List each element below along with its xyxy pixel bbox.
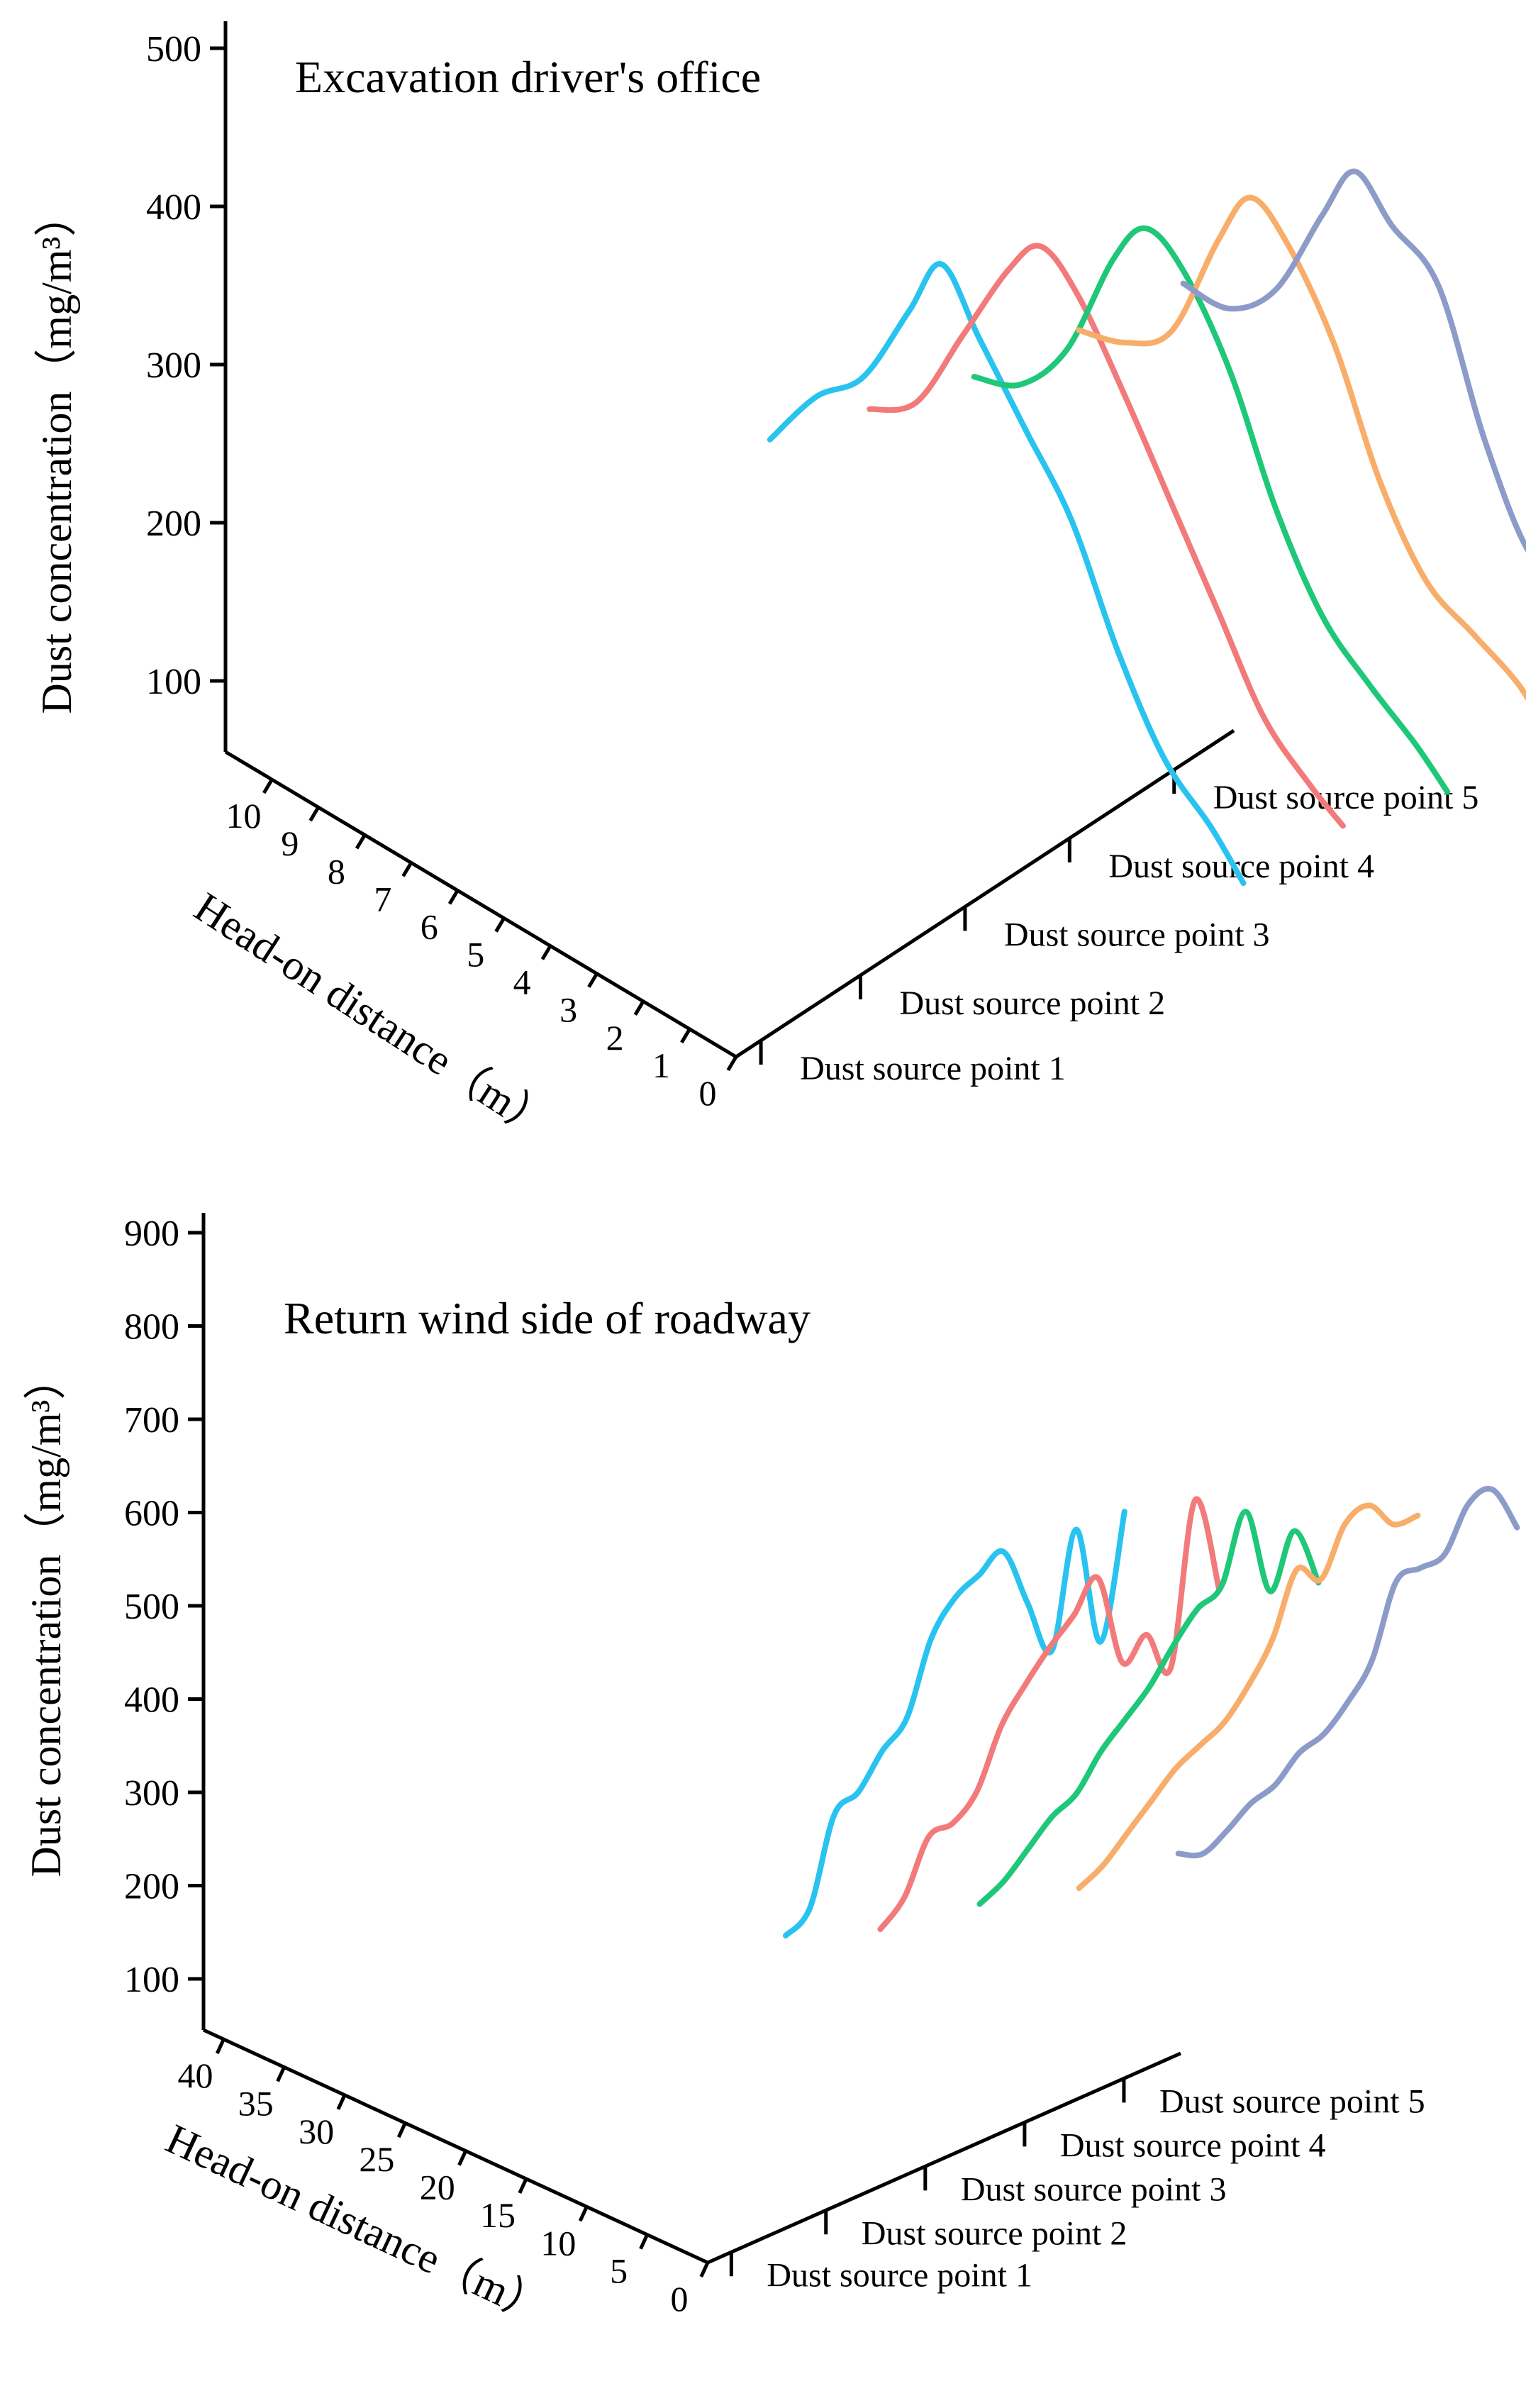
x-tick-label-5: 5 xyxy=(610,2251,628,2291)
chart-title: Return wind side of roadway xyxy=(284,1293,811,1343)
y-axis-label: Dust concentration（mg/m³） xyxy=(23,1358,69,1877)
y-tick-label-500: 500 xyxy=(124,1587,179,1627)
x-tick-label-8: 8 xyxy=(328,851,345,891)
y-ticks: 500 400 300 200 100 xyxy=(146,29,225,702)
y-tick-label-700: 700 xyxy=(124,1400,179,1441)
source-axis-line xyxy=(706,2051,1182,2265)
y-tick-label-600: 600 xyxy=(124,1494,179,1534)
axes xyxy=(223,21,1235,1059)
y-tick-label-300: 300 xyxy=(146,345,201,386)
x-tick-mark xyxy=(726,1055,738,1072)
x-axis-line xyxy=(202,2028,709,2265)
x-tick-label-5: 5 xyxy=(467,935,484,975)
x-tick-label-1: 1 xyxy=(652,1045,670,1085)
y-tick-label-400: 400 xyxy=(146,187,201,228)
series-line-dust-source-point-2 xyxy=(877,1496,1223,1933)
x-tick-label-20: 20 xyxy=(420,2168,455,2207)
chart-excavation-drivers-office: Excavation driver's office Dust concentr… xyxy=(33,21,1526,1148)
axes xyxy=(201,1213,1182,2265)
x-tick-mark xyxy=(633,1000,645,1016)
x-tick-label-9: 9 xyxy=(281,823,299,863)
x-tick-mark xyxy=(308,806,321,822)
x-tick-label-0: 0 xyxy=(671,2279,689,2319)
source-ticks: Dust source point 1 Dust source point 2 Du… xyxy=(759,770,1479,1087)
x-tick-label-3: 3 xyxy=(559,990,577,1030)
x-tick-label-35: 35 xyxy=(238,2083,274,2123)
y-tick-label-300: 300 xyxy=(124,1773,179,1814)
x-tick-label-30: 30 xyxy=(299,2112,334,2151)
series-line-dust-source-point-5 xyxy=(1180,168,1526,553)
x-tick-label-6: 6 xyxy=(421,906,438,946)
y-axis-label: Dust concentration（mg/m³） xyxy=(33,194,80,714)
x-tick-mark xyxy=(540,945,552,960)
y-tick-label-500: 500 xyxy=(146,29,201,70)
y-tick-label-800: 800 xyxy=(124,1307,179,1348)
source-ticks: Dust source point 1 Dust source point 2 Du… xyxy=(729,2078,1425,2294)
series-line-dust-source-point-4 xyxy=(1076,1502,1421,1892)
series-line-dust-source-point-2 xyxy=(867,243,1346,829)
series-line-dust-source-point-1 xyxy=(783,1509,1127,1938)
x-tick-label-10: 10 xyxy=(225,796,261,836)
source-label-dust-source-point-3: Dust source point 3 xyxy=(1004,916,1270,953)
x-tick-label-7: 7 xyxy=(374,879,391,919)
series-line-dust-source-point-5 xyxy=(1175,1486,1520,1859)
x-tick-mark xyxy=(578,2206,589,2222)
source-label-dust-source-point-1: Dust source point 1 xyxy=(767,2256,1032,2294)
y-tick-label-200: 200 xyxy=(146,504,201,544)
x-tick-mark xyxy=(447,889,460,905)
x-tick-label-25: 25 xyxy=(359,2139,394,2179)
x-tick-mark xyxy=(587,972,598,988)
y-tick-label-100: 100 xyxy=(124,1960,179,2000)
series-lines xyxy=(767,168,1526,887)
x-tick-mark xyxy=(401,862,413,877)
series-line-dust-source-point-1 xyxy=(767,261,1247,887)
x-tick-mark xyxy=(518,2177,528,2194)
source-label-dust-source-point-2: Dust source point 2 xyxy=(900,984,1166,1022)
y-tick-label-200: 200 xyxy=(124,1867,179,1907)
source-label-dust-source-point-4: Dust source point 4 xyxy=(1060,2126,1326,2164)
x-tick-mark xyxy=(336,2094,347,2110)
source-label-dust-source-point-3: Dust source point 3 xyxy=(961,2170,1227,2208)
source-label-dust-source-point-2: Dust source point 2 xyxy=(862,2214,1127,2252)
x-tick-mark xyxy=(215,2038,225,2055)
x-tick-mark xyxy=(276,2066,286,2082)
chart-title: Excavation driver's office xyxy=(295,52,761,102)
x-tick-label-2: 2 xyxy=(606,1018,624,1058)
y-ticks: 900 800 700 600 500 400 300 200 100 xyxy=(124,1214,204,2000)
source-label-dust-source-point-5: Dust source point 5 xyxy=(1213,779,1479,816)
x-tick-mark xyxy=(396,2122,407,2138)
x-axis-label: Head-on distance（m） xyxy=(186,884,559,1149)
x-tick-mark xyxy=(639,2234,649,2250)
x-tick-mark xyxy=(262,778,274,794)
x-tick-mark xyxy=(457,2150,467,2166)
x-tick-label-40: 40 xyxy=(177,2055,213,2095)
y-tick-label-900: 900 xyxy=(124,1214,179,1254)
x-tick-mark xyxy=(494,917,506,933)
series-line-dust-source-point-3 xyxy=(976,1509,1322,1907)
x-ticks: 40 35 30 25 20 15 10 5 0 xyxy=(177,2038,710,2319)
source-label-dust-source-point-1: Dust source point 1 xyxy=(800,1050,1066,1087)
series-line-dust-source-point-3 xyxy=(971,225,1451,795)
x-tick-label-10: 10 xyxy=(540,2223,576,2263)
x-tick-mark xyxy=(699,2261,710,2278)
series-line-dust-source-point-4 xyxy=(1076,194,1526,701)
y-tick-label-400: 400 xyxy=(124,1680,179,1721)
x-tick-mark xyxy=(355,833,367,850)
y-tick-label-100: 100 xyxy=(146,662,201,702)
source-label-dust-source-point-5: Dust source point 5 xyxy=(1159,2082,1425,2120)
x-tick-label-15: 15 xyxy=(480,2195,516,2235)
x-tick-label-4: 4 xyxy=(513,962,531,1002)
chart-return-wind-side: Return wind side of roadway Dust concent… xyxy=(23,1213,1520,2333)
x-axis-line xyxy=(224,750,737,1059)
x-tick-label-0: 0 xyxy=(699,1073,717,1113)
x-tick-mark xyxy=(680,1028,691,1044)
source-axis-line xyxy=(735,728,1235,1059)
series-lines xyxy=(783,1486,1520,1938)
